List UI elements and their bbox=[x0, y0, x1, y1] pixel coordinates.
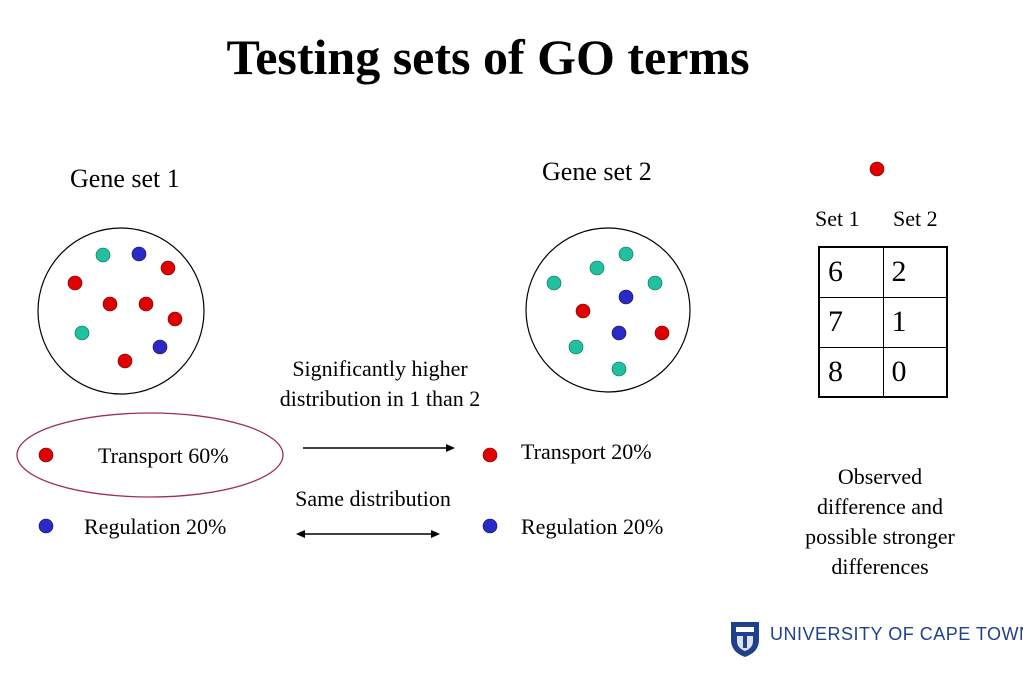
table-cell: 6 bbox=[818, 246, 884, 298]
regulation-double-arrow bbox=[296, 530, 440, 538]
table-row: 7 1 bbox=[818, 296, 948, 348]
transport-gene-dot bbox=[160, 260, 176, 276]
other-gene-dot bbox=[618, 246, 634, 262]
table-cell: 1 bbox=[882, 296, 948, 348]
note-line-3: possible stronger bbox=[805, 524, 955, 549]
gene-set-2-regulation-label: Regulation 20% bbox=[521, 514, 664, 539]
other-gene-dot bbox=[95, 247, 111, 263]
regulation-comparison-text: Same distribution bbox=[295, 486, 451, 511]
other-gene-dot bbox=[546, 275, 562, 291]
observed-difference-note: Observed difference and possible stronge… bbox=[780, 462, 980, 582]
highlight-ellipse bbox=[16, 412, 284, 498]
transport-legend-dot-1 bbox=[38, 447, 54, 463]
table-cell: 0 bbox=[882, 346, 948, 398]
table-cell: 7 bbox=[818, 296, 884, 348]
crest-icon bbox=[731, 622, 759, 657]
note-line-2: difference and bbox=[816, 494, 944, 519]
transport-comparison-line-2: distribution in 1 than 2 bbox=[279, 386, 481, 411]
transport-comparison-text: Significantly higher distribution in 1 t… bbox=[250, 354, 510, 414]
regulation-legend-dot-2 bbox=[482, 518, 498, 534]
note-line-1: Observed bbox=[837, 464, 923, 489]
table-header-set-1: Set 1 bbox=[815, 206, 860, 231]
slide-title: Testing sets of GO terms bbox=[226, 29, 750, 85]
other-gene-dot bbox=[568, 339, 584, 355]
transport-legend-dot-2 bbox=[482, 447, 498, 463]
gene-set-1-circle bbox=[37, 227, 205, 395]
table-row: 8 0 bbox=[818, 346, 948, 398]
regulation-legend-dot-1 bbox=[38, 518, 54, 534]
other-gene-dot bbox=[647, 275, 663, 291]
transport-marker-dot bbox=[869, 161, 885, 177]
transport-arrow bbox=[303, 444, 455, 452]
gene-set-1-regulation-label: Regulation 20% bbox=[84, 514, 227, 539]
table-header-set-2: Set 2 bbox=[893, 206, 938, 231]
transport-gene-dot bbox=[67, 275, 83, 291]
university-logo: UNIVERSITY OF CAPE TOWN bbox=[728, 618, 1023, 658]
regulation-gene-dot bbox=[131, 246, 147, 262]
gene-set-2-label: Gene set 2 bbox=[542, 157, 652, 186]
gene-set-2-dots bbox=[546, 246, 670, 377]
transport-gene-dot bbox=[575, 303, 591, 319]
gene-set-1-transport-label: Transport 60% bbox=[98, 443, 229, 468]
other-gene-dot bbox=[611, 361, 627, 377]
note-line-4: differences bbox=[831, 554, 929, 579]
other-gene-dot bbox=[74, 325, 90, 341]
university-name: UNIVERSITY OF CAPE TOWN bbox=[770, 624, 1023, 644]
gene-set-1-label: Gene set 1 bbox=[70, 164, 180, 193]
transport-gene-dot bbox=[102, 296, 118, 312]
regulation-gene-dot bbox=[618, 289, 634, 305]
transport-gene-dot bbox=[117, 353, 133, 369]
transport-comparison-line-1: Significantly higher bbox=[292, 356, 468, 381]
transport-gene-dot bbox=[167, 311, 183, 327]
table-row: 6 2 bbox=[818, 246, 948, 298]
table-cell: 8 bbox=[818, 346, 884, 398]
other-gene-dot bbox=[589, 260, 605, 276]
gene-set-2-circle bbox=[525, 227, 691, 393]
transport-gene-dot bbox=[138, 296, 154, 312]
count-table: 6 2 7 1 8 0 bbox=[818, 246, 948, 398]
gene-set-2-transport-label: Transport 20% bbox=[521, 439, 652, 464]
regulation-gene-dot bbox=[152, 339, 168, 355]
gene-set-1-dots bbox=[67, 246, 183, 369]
regulation-gene-dot bbox=[611, 325, 627, 341]
table-cell: 2 bbox=[882, 246, 948, 298]
transport-gene-dot bbox=[654, 325, 670, 341]
